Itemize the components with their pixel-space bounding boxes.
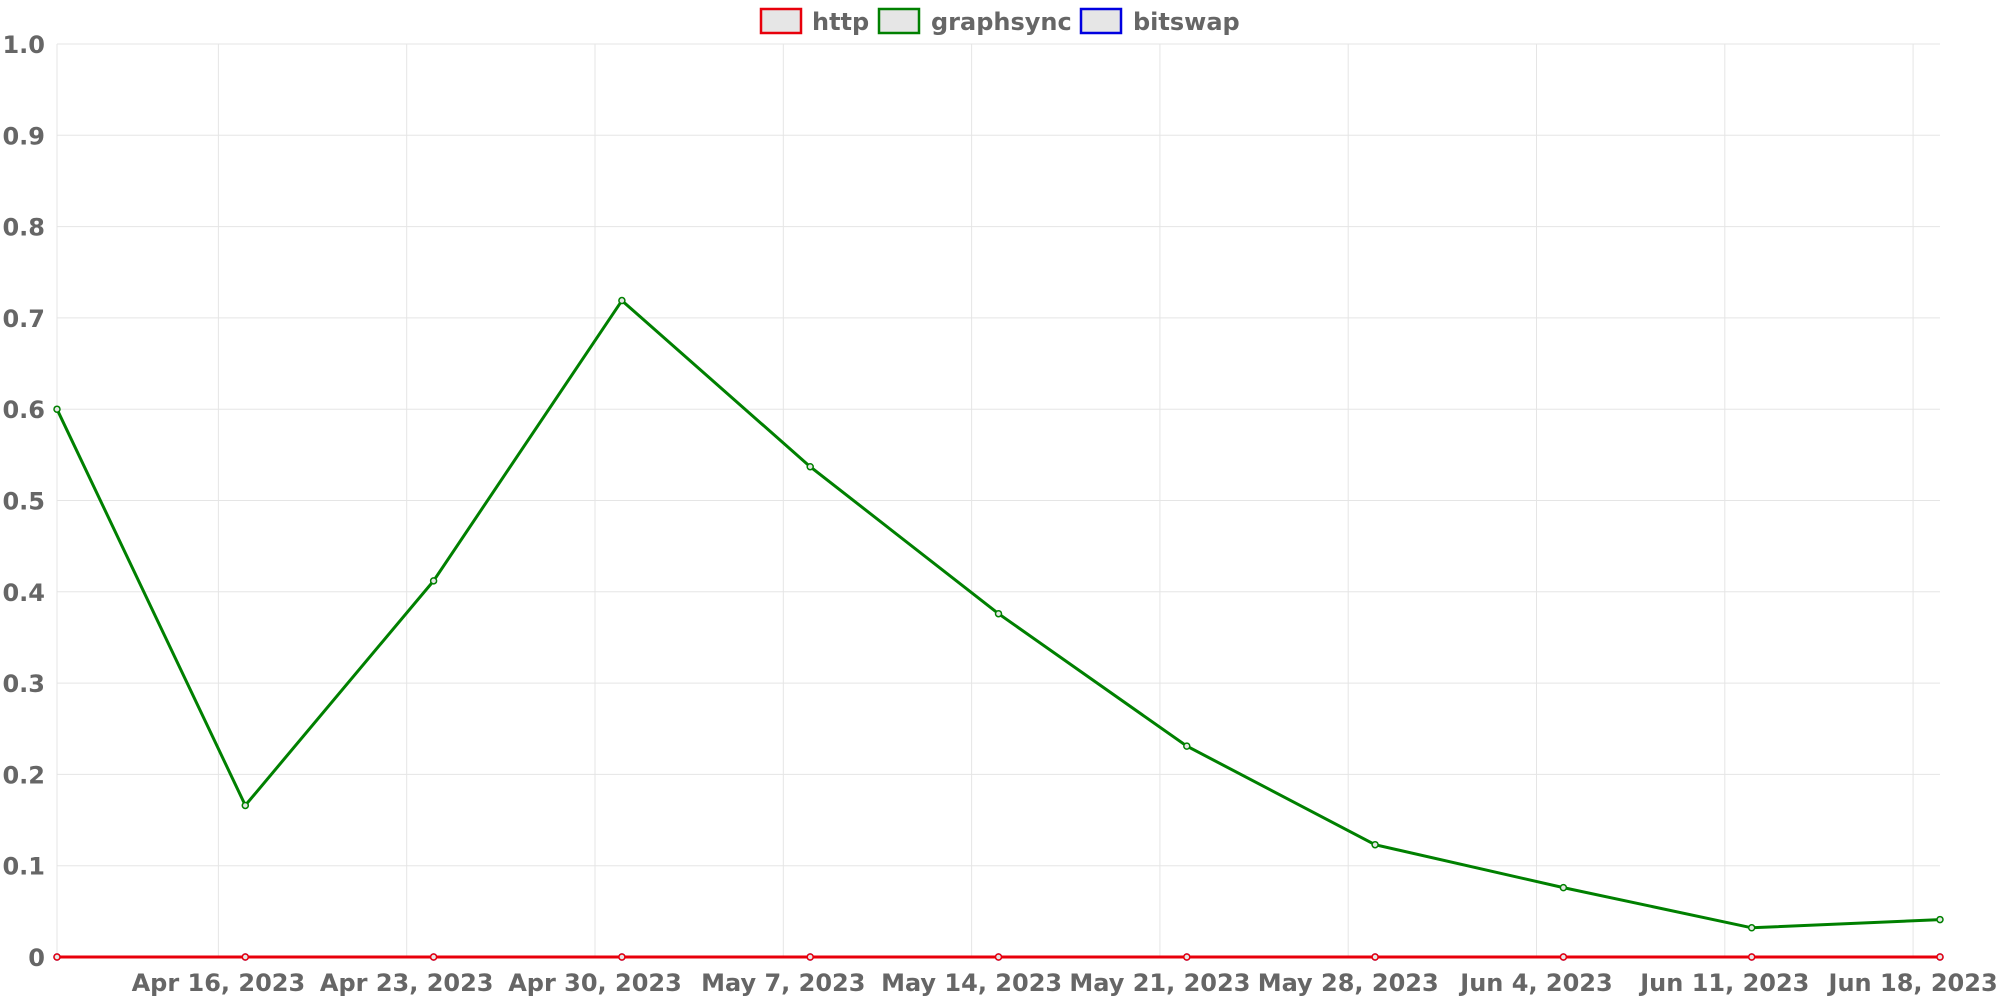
y-tick-label: 0.9 bbox=[2, 122, 45, 150]
series-http bbox=[53, 953, 1944, 961]
data-point-http bbox=[1183, 953, 1191, 961]
legend-label: graphsync bbox=[931, 8, 1072, 36]
data-point-http bbox=[241, 953, 250, 961]
data-point-graphsync bbox=[618, 296, 626, 305]
legend-label: http bbox=[812, 8, 869, 36]
legend-item-graphsync[interactable]: graphsync bbox=[877, 7, 1072, 36]
y-tick-label: 0.1 bbox=[2, 853, 45, 881]
data-point-graphsync bbox=[1747, 924, 1756, 932]
data-point-graphsync bbox=[429, 577, 438, 585]
data-point-http bbox=[1747, 953, 1756, 961]
data-point-http bbox=[994, 953, 1003, 961]
x-tick-label: May 28, 2023 bbox=[1258, 969, 1439, 997]
y-tick-label: 1.0 bbox=[2, 31, 45, 59]
data-point-graphsync bbox=[806, 462, 814, 471]
x-tick-label: May 7, 2023 bbox=[701, 969, 865, 997]
data-point-http bbox=[1936, 953, 1944, 961]
data-point-graphsync bbox=[1936, 915, 1944, 924]
y-tick-label: 0.6 bbox=[2, 396, 45, 424]
y-tick-label: 0 bbox=[28, 944, 45, 972]
legend[interactable]: http graphsync bitswap bbox=[759, 7, 1240, 36]
series-layer bbox=[53, 296, 1944, 961]
legend-swatch bbox=[759, 7, 803, 35]
legend-swatch bbox=[1079, 7, 1123, 35]
data-point-graphsync bbox=[994, 609, 1003, 618]
x-tick-label: May 21, 2023 bbox=[1069, 969, 1250, 997]
x-tick-label: Apr 16, 2023 bbox=[132, 969, 306, 997]
data-point-graphsync bbox=[1183, 742, 1191, 750]
grid bbox=[56, 43, 1940, 958]
data-point-graphsync bbox=[1559, 883, 1568, 892]
legend-swatch bbox=[877, 7, 921, 35]
data-point-graphsync bbox=[241, 801, 250, 810]
x-tick-label: Jun 18, 2023 bbox=[1827, 969, 1998, 997]
y-tick-label: 0.8 bbox=[2, 214, 45, 242]
x-tick-label: Apr 23, 2023 bbox=[320, 969, 494, 997]
legend-label: bitswap bbox=[1133, 8, 1240, 36]
y-tick-label: 0.2 bbox=[2, 761, 45, 789]
x-tick-label: Jun 4, 2023 bbox=[1458, 969, 1612, 997]
y-tick-label: 0.3 bbox=[2, 670, 45, 698]
data-point-graphsync bbox=[53, 405, 61, 413]
x-tick-label: Jun 11, 2023 bbox=[1638, 969, 1809, 997]
x-tick-label: May 14, 2023 bbox=[881, 969, 1062, 997]
y-axis: 0 0.1 0.2 0.3 0.4 0.5 0.6 0.7 0.8 0.9 1.0 bbox=[2, 31, 45, 972]
data-point-graphsync bbox=[1371, 840, 1379, 849]
data-point-http bbox=[618, 953, 626, 961]
data-point-http bbox=[806, 953, 814, 961]
data-point-http bbox=[1371, 953, 1379, 961]
data-point-http bbox=[53, 953, 61, 961]
x-tick-label: Apr 30, 2023 bbox=[508, 969, 682, 997]
legend-item-http[interactable]: http bbox=[759, 7, 869, 36]
data-point-http bbox=[429, 953, 438, 961]
x-axis: Apr 16, 2023 Apr 23, 2023 Apr 30, 2023 May … bbox=[132, 969, 1998, 997]
series-graphsync bbox=[53, 296, 1944, 932]
y-tick-label: 0.4 bbox=[2, 579, 45, 607]
legend-item-bitswap[interactable]: bitswap bbox=[1079, 7, 1240, 36]
y-tick-label: 0.5 bbox=[2, 488, 45, 516]
y-tick-label: 0.7 bbox=[2, 305, 45, 333]
data-point-http bbox=[1559, 953, 1568, 961]
